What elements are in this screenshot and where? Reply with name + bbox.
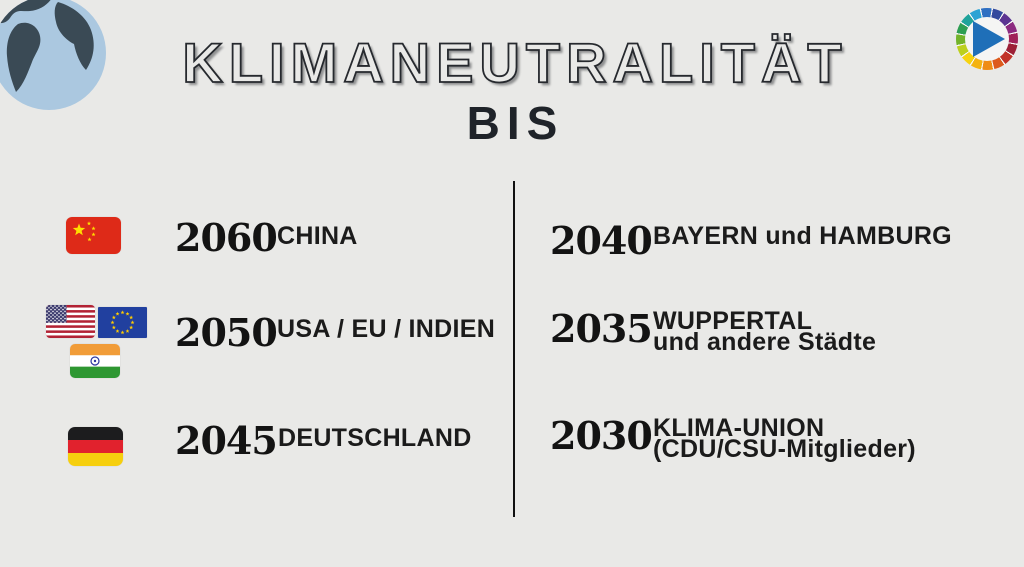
year-value: 2030 <box>550 413 653 458</box>
region-label-line2: und andere Städte <box>653 328 877 356</box>
eu-flag-icon <box>98 307 147 338</box>
column-divider <box>513 181 515 517</box>
year-value: 2035 <box>550 306 653 351</box>
year-value: 2045 <box>175 418 278 463</box>
country-label: DEUTSCHLAND <box>278 424 472 452</box>
globe-earth-icon <box>0 0 106 110</box>
year-value: 2050 <box>175 310 278 355</box>
country-label: USA / EU / INDIEN <box>277 315 496 343</box>
china-flag-icon <box>66 217 121 254</box>
page-subtitle: BIS <box>466 97 565 149</box>
region-label-line2: (CDU/CSU-Mitglieder) <box>653 435 916 463</box>
year-value: 2040 <box>550 218 653 263</box>
india-flag-icon <box>70 344 120 378</box>
country-label: CHINA <box>277 222 358 250</box>
region-label-line1: WUPPERTAL <box>653 307 813 335</box>
region-label: BAYERN und HAMBURG <box>653 222 952 250</box>
germany-flag-icon <box>68 427 123 466</box>
page-title: KLIMANEUTRALITÄT <box>181 30 848 95</box>
region-label-line1: KLIMA-UNION <box>653 414 825 442</box>
region-label: WUPPERTAL und andere Städte <box>653 307 877 356</box>
usa-flag-icon <box>46 305 95 338</box>
region-label: KLIMA-UNION (CDU/CSU-Mitglieder) <box>653 414 916 463</box>
play-button[interactable] <box>956 8 1018 70</box>
year-value: 2060 <box>175 215 278 260</box>
